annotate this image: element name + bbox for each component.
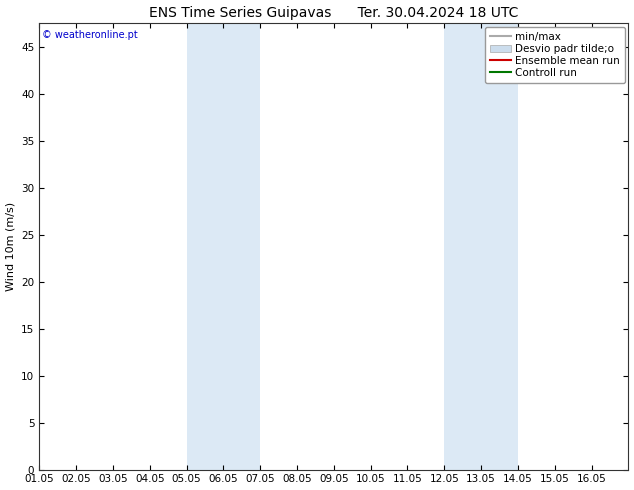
Text: © weatheronline.pt: © weatheronline.pt: [42, 30, 138, 40]
Title: ENS Time Series Guipavas      Ter. 30.04.2024 18 UTC: ENS Time Series Guipavas Ter. 30.04.2024…: [149, 5, 519, 20]
Bar: [444, 24, 518, 469]
Legend: min/max, Desvio padr tilde;o, Ensemble mean run, Controll run: min/max, Desvio padr tilde;o, Ensemble m…: [485, 26, 625, 83]
Bar: [186, 24, 260, 469]
Y-axis label: Wind 10m (m/s): Wind 10m (m/s): [6, 202, 16, 291]
